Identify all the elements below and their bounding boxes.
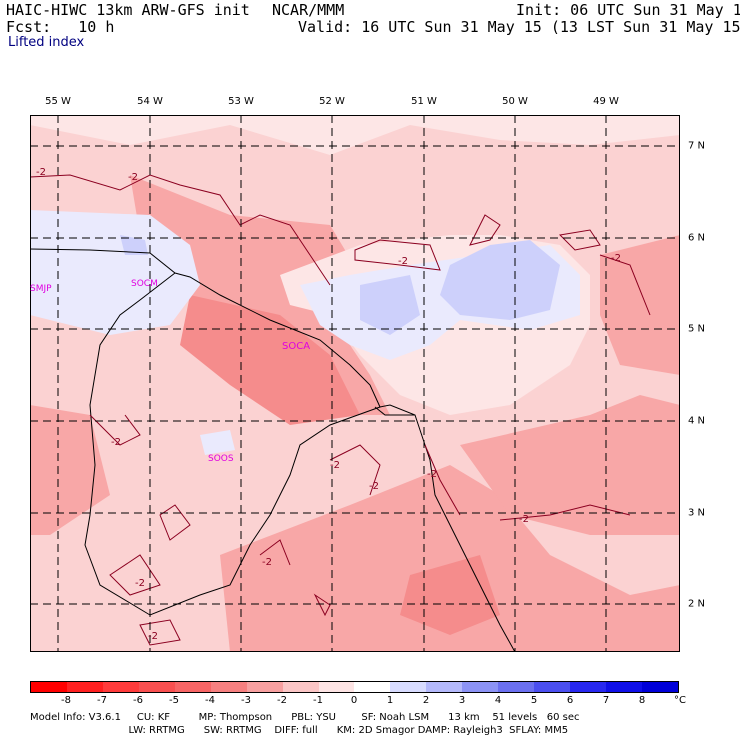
colorbar-swatch	[426, 682, 463, 692]
colorbar-swatch	[354, 682, 391, 692]
stable-region	[30, 210, 200, 335]
colorbar-label: 1	[386, 695, 394, 706]
lon-label: 52 W	[319, 96, 345, 107]
map-plot	[30, 115, 680, 652]
colorbar-unit: °C	[674, 695, 686, 706]
colorbar-swatch	[282, 682, 319, 692]
lon-label: 53 W	[228, 96, 254, 107]
colorbar-swatch	[246, 682, 283, 692]
station-label: SMJP	[30, 284, 52, 294]
colorbar-label: -5	[169, 695, 179, 706]
contour-label: -2	[427, 469, 437, 480]
station-label: SOOS	[208, 454, 234, 464]
colorbar-label: -6	[133, 695, 143, 706]
contour-label: -2	[398, 256, 408, 267]
border	[84, 272, 381, 616]
lat-label: 4 N	[688, 415, 706, 427]
contour-label: -2	[148, 631, 158, 642]
lat-label: 7 N	[688, 140, 706, 152]
lon-label: 55 W	[45, 96, 71, 107]
graticule	[30, 115, 680, 652]
colorbar-label: -4	[205, 695, 215, 706]
colorbar-label: -2	[277, 695, 287, 706]
colorbar-label: 8	[638, 695, 646, 706]
lon-label: 54 W	[137, 96, 163, 107]
lat-label: 3 N	[688, 507, 706, 519]
lat-label: 5 N	[688, 323, 706, 335]
stable-region	[440, 240, 560, 320]
contour-label: -2	[611, 253, 621, 264]
model-info-line2: LW: RRTMG SW: RRTMG DIFF: full KM: 2D Sm…	[30, 725, 569, 736]
strong-region	[30, 405, 110, 535]
strong-region	[600, 235, 680, 375]
colorbar-swatch	[31, 682, 67, 692]
contour-label: -2	[262, 557, 272, 568]
stable-region	[120, 235, 148, 255]
header-fcst: Fcst: 10 h	[6, 18, 115, 36]
header-org: NCAR/MMM	[272, 1, 345, 19]
colorbar	[30, 681, 679, 693]
border	[374, 406, 415, 416]
strong-region	[180, 295, 360, 425]
colorbar-label: 6	[566, 695, 574, 706]
header-valid: Valid: 16 UTC Sun 31 May 15 (13 LST Sun …	[298, 18, 740, 36]
colorbar-swatch	[498, 682, 535, 692]
colorbar-label: -3	[241, 695, 251, 706]
station-label: SOCA	[282, 341, 311, 352]
colorbar-swatch	[138, 682, 175, 692]
plot-frame	[30, 115, 680, 652]
lat-label: 2 N	[688, 598, 706, 610]
lon-label: 51 W	[411, 96, 437, 107]
colorbar-label: -1	[313, 695, 323, 706]
coastline	[30, 248, 516, 652]
contour-label: -2	[128, 172, 138, 183]
stable-region	[360, 275, 420, 335]
colorbar-swatch	[66, 682, 103, 692]
contour-label: -2	[519, 514, 529, 525]
colorbar-label: 4	[494, 695, 502, 706]
stable-region	[200, 430, 235, 455]
contour-label: -2	[369, 481, 379, 492]
model-info-line1: Model Info: V3.6.1 CU: KF MP: Thompson P…	[30, 712, 580, 723]
colorbar-swatch	[570, 682, 606, 692]
colorbar-swatch	[174, 682, 211, 692]
contour-label: -2	[36, 167, 46, 178]
contour-label: -2	[111, 437, 121, 448]
contour-label: -2	[135, 578, 145, 589]
colorbar-swatch	[390, 682, 427, 692]
lon-label: 49 W	[593, 96, 619, 107]
contour-label: -2	[330, 460, 340, 471]
contours	[30, 174, 651, 646]
colorbar-swatch	[606, 682, 642, 692]
colorbar-swatch	[534, 682, 571, 692]
station-label: SOCM	[131, 279, 158, 289]
colorbar-label: 7	[602, 695, 610, 706]
colorbar-label: 0	[350, 695, 358, 706]
field-name: Lifted index	[8, 35, 85, 50]
colorbar-swatch	[102, 682, 139, 692]
colorbar-label: 3	[458, 695, 466, 706]
colorbar-swatch	[318, 682, 355, 692]
colorbar-label: -8	[61, 695, 71, 706]
header-model: HAIC-HIWC 13km ARW-GFS init	[6, 1, 250, 19]
strong-region	[220, 465, 680, 652]
lon-label: 50 W	[502, 96, 528, 107]
colorbar-swatch	[462, 682, 499, 692]
colorbar-label: 2	[422, 695, 430, 706]
colorbar-label: 5	[530, 695, 538, 706]
colorbar-swatch	[641, 682, 678, 692]
header-init: Init: 06 UTC Sun 31 May 15	[516, 1, 740, 19]
light-region	[30, 115, 680, 155]
lat-label: 6 N	[688, 232, 706, 244]
colorbar-swatch	[210, 682, 247, 692]
colorbar-label: -7	[97, 695, 107, 706]
